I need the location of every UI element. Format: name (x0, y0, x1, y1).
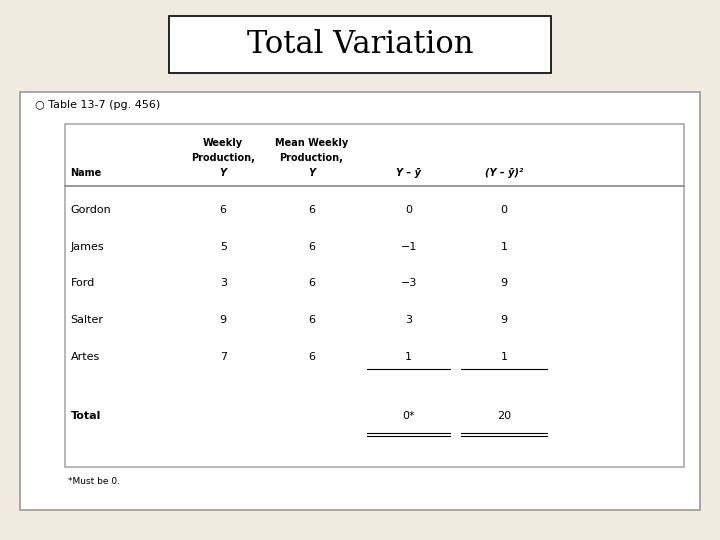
Text: 9: 9 (220, 315, 227, 325)
Text: *Must be 0.: *Must be 0. (68, 477, 120, 486)
Text: Total Variation: Total Variation (247, 29, 473, 60)
Text: 6: 6 (308, 205, 315, 215)
Text: 7: 7 (220, 352, 227, 362)
Text: 0: 0 (405, 205, 412, 215)
Text: 20: 20 (497, 411, 511, 421)
Text: 1: 1 (405, 352, 412, 362)
Text: Y: Y (308, 168, 315, 178)
Text: Ford: Ford (71, 279, 95, 288)
Text: (Y – ȳ)²: (Y – ȳ)² (485, 168, 523, 178)
Text: 3: 3 (220, 279, 227, 288)
Text: 0*: 0* (402, 411, 415, 421)
Text: 9: 9 (500, 279, 508, 288)
Text: 1: 1 (500, 352, 508, 362)
Text: 5: 5 (220, 242, 227, 252)
Text: Salter: Salter (71, 315, 104, 325)
Text: 1: 1 (500, 242, 508, 252)
Text: Mean Weekly: Mean Weekly (275, 138, 348, 148)
Text: James: James (71, 242, 104, 252)
Text: Gordon: Gordon (71, 205, 112, 215)
Text: 6: 6 (308, 279, 315, 288)
Text: Y: Y (220, 168, 227, 178)
Text: Production,: Production, (279, 153, 343, 163)
Text: ○ Table 13-7 (pg. 456): ○ Table 13-7 (pg. 456) (35, 100, 160, 110)
Text: 6: 6 (308, 352, 315, 362)
Text: Y – ȳ: Y – ȳ (396, 168, 421, 178)
Text: Production,: Production, (192, 153, 255, 163)
Text: Weekly: Weekly (203, 138, 243, 148)
Text: Total: Total (71, 411, 101, 421)
Text: 9: 9 (500, 315, 508, 325)
Text: Name: Name (71, 168, 102, 178)
Text: 0: 0 (500, 205, 508, 215)
Text: 6: 6 (308, 315, 315, 325)
Text: 3: 3 (405, 315, 412, 325)
Text: 6: 6 (308, 242, 315, 252)
Text: −3: −3 (400, 279, 417, 288)
Text: 6: 6 (220, 205, 227, 215)
Text: −1: −1 (400, 242, 417, 252)
Text: Artes: Artes (71, 352, 100, 362)
